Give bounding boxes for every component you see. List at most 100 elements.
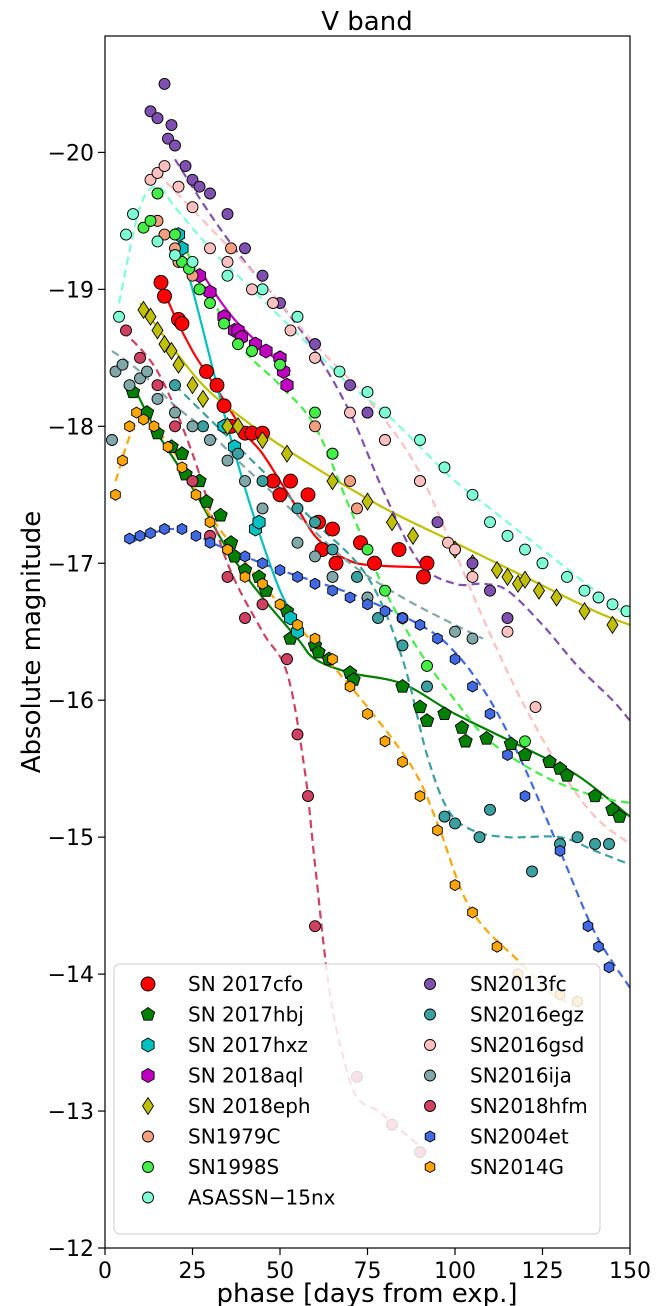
y-tick-label: −18 <box>48 415 94 440</box>
sn-2018eph-point <box>550 588 563 607</box>
sn-2017cfo-point <box>157 288 172 304</box>
sn-2018eph-point <box>490 560 504 580</box>
sn2016gsd-point <box>414 475 426 488</box>
legend-marker <box>424 1069 436 1082</box>
sn-2018eph-point <box>532 581 546 600</box>
x-tick-label: 125 <box>522 1259 564 1284</box>
sn2014g-point <box>362 707 373 720</box>
sn-2017hbj-point <box>517 747 533 762</box>
sn2004et-point <box>467 680 478 693</box>
sn1998s-point <box>519 735 531 748</box>
sn2004et-point <box>432 632 443 645</box>
legend-label: SN2004et <box>470 1125 569 1149</box>
sn2004et-point <box>484 707 496 720</box>
x-tick-label: 150 <box>609 1259 651 1284</box>
sn2016egz-point <box>438 810 451 823</box>
sn1998s-point <box>193 283 206 296</box>
sn-2018eph-point <box>406 526 420 546</box>
sn2014g-point <box>222 543 233 556</box>
legend: SN 2017cfo SN 2017hbj SN 2017hxz SN 2018aql… <box>113 963 601 1235</box>
sn2013fc-point <box>165 119 178 131</box>
sn2016ija-point <box>466 632 479 645</box>
sn2004et-point <box>379 605 391 618</box>
legend-label: ASASSN−15nx <box>188 1186 336 1210</box>
x-tick-label: 100 <box>434 1259 476 1284</box>
sn1979c-point <box>344 475 356 488</box>
sn-2017hxz-point <box>252 514 266 530</box>
legend-label: SN2016egz <box>470 1003 584 1027</box>
sn-2018eph-point <box>361 492 374 511</box>
sn2014g-point <box>397 755 408 768</box>
sn2016ija-point <box>141 365 153 378</box>
sn2004et-point <box>309 577 321 590</box>
sn-2017hbj-point <box>437 706 452 721</box>
sn-2018eph-point <box>256 430 269 450</box>
legend-marker <box>424 1160 436 1174</box>
sn-2017hbj-point <box>503 736 519 751</box>
sn2004et-point <box>327 584 338 597</box>
sn1998s-point <box>204 297 216 310</box>
sn2004et-point <box>134 529 146 542</box>
sn2014g-point <box>449 879 461 892</box>
sn-2018eph-point <box>165 341 178 361</box>
legend-marker <box>142 1191 154 1204</box>
sn2018hfm-point <box>281 653 293 666</box>
legend-box <box>113 963 601 1235</box>
sn2016egz-point <box>589 838 601 850</box>
sn-2018eph-point <box>280 444 294 463</box>
asassn-15nx-point <box>256 283 269 296</box>
sn-2018eph-point <box>326 471 339 491</box>
sn2013fc-point <box>361 406 374 419</box>
sn2013fc-point <box>466 557 479 570</box>
x-axis-label: phase [days from exp.] <box>216 1279 517 1306</box>
legend-label: SN2013fc <box>470 972 567 996</box>
sn2016egz-point <box>197 420 209 433</box>
sn2004et-point <box>414 618 426 631</box>
sn-2018eph-point <box>196 389 210 409</box>
sn2016egz-point <box>571 831 584 844</box>
sn2018hfm-point <box>134 351 146 364</box>
sn2004et-point <box>274 564 286 577</box>
sn1998s-point <box>379 584 391 597</box>
asassn-15nx-point <box>592 591 605 604</box>
sn2013fc-point <box>221 208 234 220</box>
legend-marker <box>424 1008 436 1021</box>
sn-2017cfo-point <box>199 364 214 379</box>
sn2014g-point <box>117 454 128 467</box>
sn2016egz-point <box>372 612 384 624</box>
legend-label: SN2014G <box>470 1155 564 1179</box>
sn-2017hbj-point <box>454 720 470 734</box>
sn2016ija-point <box>239 475 251 488</box>
sn-2017cfo-point <box>174 316 190 332</box>
sn-2017cfo-point <box>328 555 344 571</box>
y-tick-label: −15 <box>48 826 94 851</box>
asassn-15nx-point <box>561 570 573 583</box>
asassn-15nx-point <box>333 365 346 378</box>
sn2016gsd-point <box>186 201 199 214</box>
asassn-15nx-point <box>361 386 374 399</box>
sn2013fc-point <box>169 139 181 152</box>
legend-marker <box>424 1039 436 1051</box>
legend-label: SN1998S <box>188 1155 279 1179</box>
sn2016egz-point <box>484 803 496 816</box>
legend-marker <box>424 1100 436 1112</box>
asassn-15nx-point <box>438 461 451 474</box>
sn2013fc-point <box>179 160 192 173</box>
sn1998s-point <box>274 358 286 371</box>
x-tick-label: 0 <box>98 1259 112 1284</box>
sn2014g-point <box>138 413 149 426</box>
sn2018hfm-point <box>239 612 251 624</box>
sn2016egz-point <box>232 447 244 460</box>
legend-marker <box>141 1037 155 1053</box>
asassn-15nx-point <box>484 516 496 529</box>
asassn-15nx-point <box>501 529 514 542</box>
sn2016egz-fit-line <box>174 384 630 866</box>
sn2014g-point <box>432 824 443 837</box>
sn2016ija-point <box>309 550 321 563</box>
sn2016gsd-point <box>158 160 171 173</box>
legend-marker <box>141 1067 155 1084</box>
sn2014g-point <box>292 618 303 631</box>
sn2016gsd-point <box>172 180 185 193</box>
sn2013fc-point <box>193 180 206 193</box>
sn2016gsd-point <box>501 625 514 638</box>
